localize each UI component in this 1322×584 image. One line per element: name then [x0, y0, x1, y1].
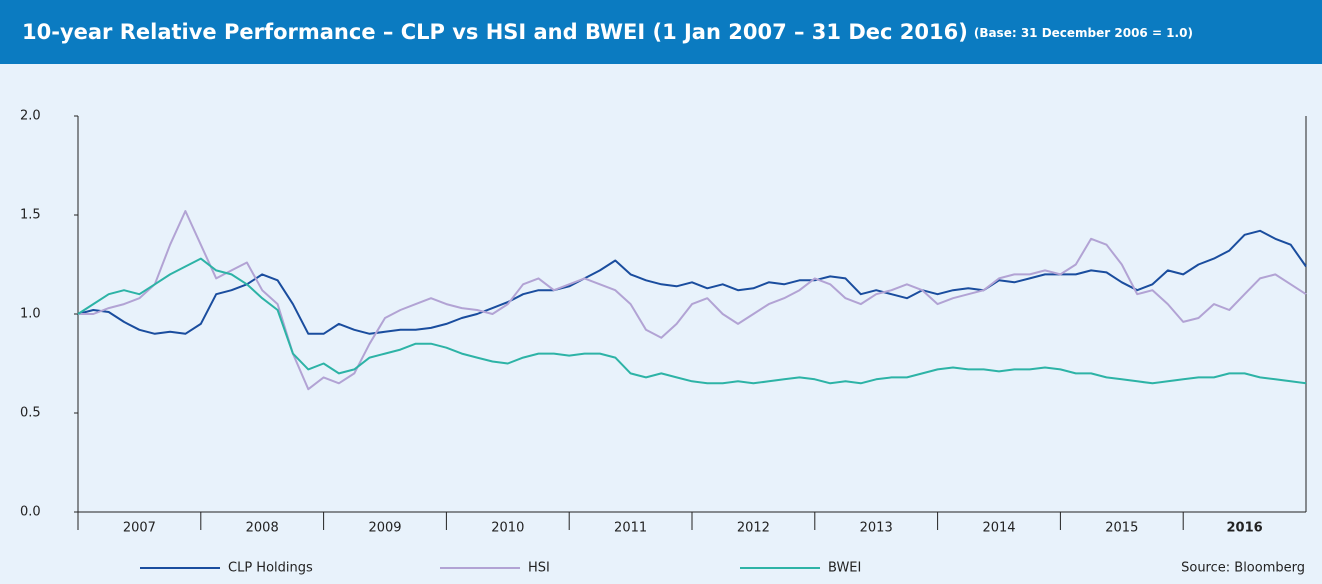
source: Source: Bloomberg	[1181, 561, 1305, 576]
x-tick-label: 2014	[982, 521, 1015, 536]
x-tick-label: 2016	[1227, 521, 1263, 536]
legend-label: HSI	[528, 561, 550, 576]
x-tick-label: 2015	[1105, 521, 1138, 536]
y-tick-label: 0.5	[20, 406, 41, 421]
legend-label: BWEI	[828, 561, 861, 576]
subtitle: (Base: 31 December 2006 = 1.0)	[974, 26, 1193, 40]
x-tick-label: 2012	[737, 521, 770, 536]
x-tick-label: 2008	[246, 521, 279, 536]
x-tick-label: 2010	[491, 521, 524, 536]
x-tick-label: 2013	[860, 521, 893, 536]
y-tick-label: 1.5	[20, 208, 41, 223]
legend-label: CLP Holdings	[228, 561, 313, 576]
y-tick-label: 0.0	[20, 505, 41, 520]
title: 10-year Relative Performance – CLP vs HS…	[22, 20, 968, 44]
series-line	[77, 257, 1307, 385]
chart-title: 10-year Relative Performance – CLP vs HS…	[22, 20, 1193, 44]
series-line	[77, 229, 1307, 335]
y-tick-label: 1.0	[20, 307, 41, 322]
series-line	[78, 210, 1307, 391]
x-tick-label: 2007	[123, 521, 156, 536]
x-tick-label: 2009	[368, 521, 401, 536]
x-tick-label: 2011	[614, 521, 647, 536]
y-tick-label: 2.0	[20, 109, 41, 124]
header-bar	[0, 0, 1322, 64]
